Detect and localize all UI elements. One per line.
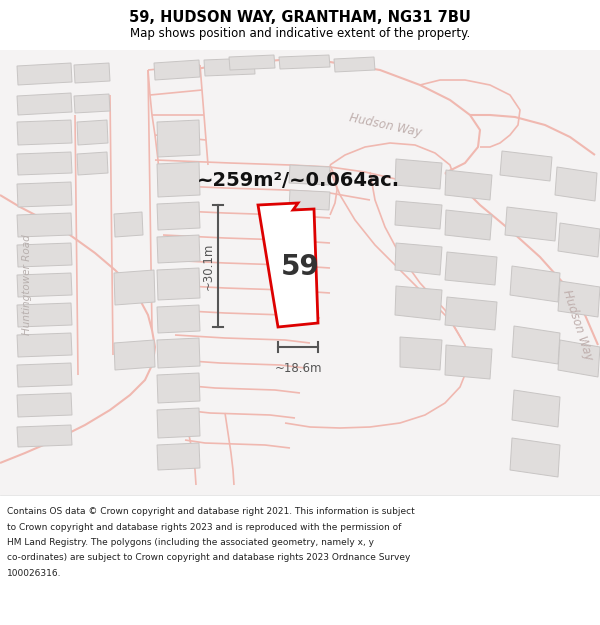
Polygon shape xyxy=(157,120,200,157)
Polygon shape xyxy=(445,252,497,285)
Text: 59, HUDSON WAY, GRANTHAM, NG31 7BU: 59, HUDSON WAY, GRANTHAM, NG31 7BU xyxy=(129,11,471,26)
Polygon shape xyxy=(510,266,560,302)
Polygon shape xyxy=(157,202,200,230)
Text: 100026316.: 100026316. xyxy=(7,569,62,578)
Text: ~259m²/~0.064ac.: ~259m²/~0.064ac. xyxy=(196,171,400,189)
Polygon shape xyxy=(500,151,552,181)
Polygon shape xyxy=(258,203,318,327)
Polygon shape xyxy=(157,443,200,470)
Polygon shape xyxy=(114,340,155,370)
Polygon shape xyxy=(157,268,200,300)
Polygon shape xyxy=(395,159,442,189)
Text: Hudson Way: Hudson Way xyxy=(347,111,422,139)
Polygon shape xyxy=(445,297,497,330)
Polygon shape xyxy=(17,303,72,327)
Polygon shape xyxy=(17,120,72,145)
Polygon shape xyxy=(445,210,492,240)
Polygon shape xyxy=(289,165,330,185)
Polygon shape xyxy=(289,190,330,210)
Polygon shape xyxy=(157,305,200,333)
Polygon shape xyxy=(512,326,560,364)
Bar xyxy=(0,495,600,625)
Polygon shape xyxy=(558,281,600,317)
Polygon shape xyxy=(114,270,155,305)
Polygon shape xyxy=(445,345,492,379)
Polygon shape xyxy=(17,152,72,175)
Polygon shape xyxy=(77,120,108,145)
Text: Map shows position and indicative extent of the property.: Map shows position and indicative extent… xyxy=(130,28,470,41)
Polygon shape xyxy=(157,235,200,263)
Text: Huntingtower Road: Huntingtower Road xyxy=(22,234,32,336)
Polygon shape xyxy=(334,57,375,72)
Polygon shape xyxy=(17,63,72,85)
Polygon shape xyxy=(510,438,560,477)
Polygon shape xyxy=(74,63,110,83)
Text: co-ordinates) are subject to Crown copyright and database rights 2023 Ordnance S: co-ordinates) are subject to Crown copyr… xyxy=(7,554,410,562)
Polygon shape xyxy=(555,167,597,201)
Polygon shape xyxy=(17,213,72,237)
Polygon shape xyxy=(157,162,200,197)
Polygon shape xyxy=(17,363,72,387)
Polygon shape xyxy=(229,55,275,70)
Polygon shape xyxy=(17,243,72,267)
Polygon shape xyxy=(17,333,72,357)
Polygon shape xyxy=(17,273,72,297)
Polygon shape xyxy=(558,340,600,377)
Polygon shape xyxy=(77,152,108,175)
Polygon shape xyxy=(17,393,72,417)
Polygon shape xyxy=(395,201,442,229)
Text: ~18.6m: ~18.6m xyxy=(274,362,322,375)
Polygon shape xyxy=(157,408,200,438)
Polygon shape xyxy=(154,60,200,80)
Polygon shape xyxy=(157,373,200,403)
Polygon shape xyxy=(558,223,600,257)
Text: HM Land Registry. The polygons (including the associated geometry, namely x, y: HM Land Registry. The polygons (includin… xyxy=(7,538,374,547)
Text: 59: 59 xyxy=(281,253,319,281)
Text: ~30.1m: ~30.1m xyxy=(202,242,215,290)
Text: Hudson Way: Hudson Way xyxy=(560,288,596,362)
Polygon shape xyxy=(445,170,492,200)
Polygon shape xyxy=(395,286,442,320)
Polygon shape xyxy=(204,58,255,76)
Text: Contains OS data © Crown copyright and database right 2021. This information is : Contains OS data © Crown copyright and d… xyxy=(7,507,415,516)
Polygon shape xyxy=(395,243,442,275)
Polygon shape xyxy=(74,94,110,113)
Polygon shape xyxy=(114,212,143,237)
Polygon shape xyxy=(400,337,442,370)
Bar xyxy=(0,50,600,495)
Polygon shape xyxy=(17,93,72,115)
Polygon shape xyxy=(17,182,72,207)
Polygon shape xyxy=(17,425,72,447)
Polygon shape xyxy=(505,207,557,241)
Polygon shape xyxy=(157,338,200,368)
Polygon shape xyxy=(512,390,560,427)
Text: to Crown copyright and database rights 2023 and is reproduced with the permissio: to Crown copyright and database rights 2… xyxy=(7,522,401,531)
Polygon shape xyxy=(279,55,330,69)
